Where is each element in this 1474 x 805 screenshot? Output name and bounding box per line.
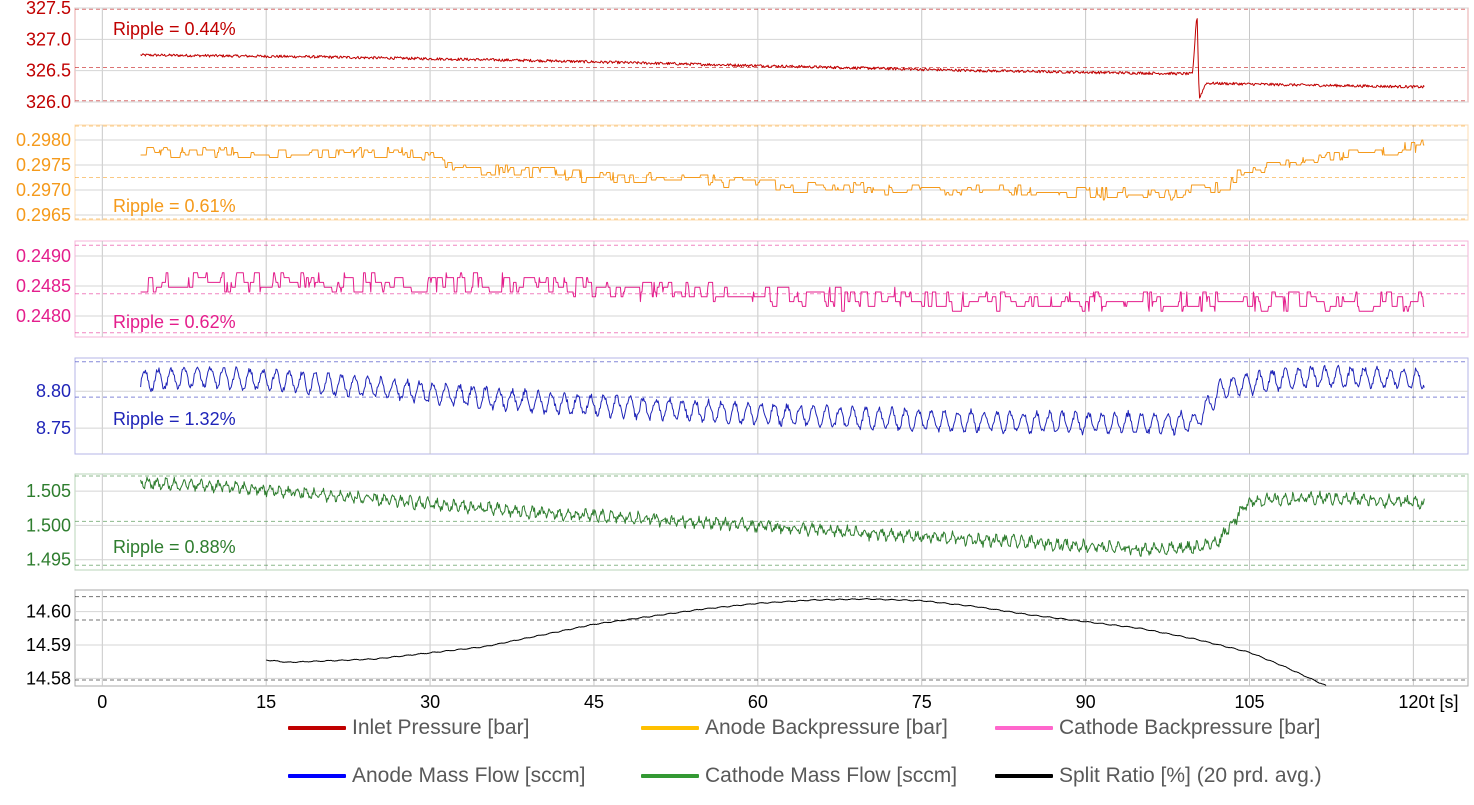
x-tick-label-1: 15	[256, 692, 276, 712]
legend-item-cathode-mass-flow: Cathode Mass Flow [sccm]	[641, 764, 957, 788]
x-tick-label-7: 105	[1234, 692, 1264, 712]
y-tick-label-inlet-0: 326.0	[26, 92, 71, 112]
y-tick-label-cathode_bp-0: 0.2480	[16, 306, 71, 326]
ripple-annotation-inlet: Ripple = 0.44%	[113, 19, 236, 39]
y-tick-label-anode_bp-1: 0.2970	[16, 180, 71, 200]
y-tick-label-anode_bp-3: 0.2980	[16, 130, 71, 150]
series-line-cathode_mf	[140, 476, 1425, 557]
series-line-anode_mf	[140, 364, 1425, 436]
x-tick-label-6: 90	[1076, 692, 1096, 712]
y-tick-label-split-1: 14.59	[26, 635, 71, 655]
legend-item-inlet-pressure: Inlet Pressure [bar]	[288, 716, 529, 740]
legend-label-split-ratio: Split Ratio [%] (20 prd. avg.)	[1059, 764, 1322, 787]
legend-item-cathode-backpressure: Cathode Backpressure [bar]	[995, 716, 1320, 740]
legend-item-anode-mass-flow: Anode Mass Flow [sccm]	[288, 764, 585, 788]
legend-swatch-split-ratio	[995, 774, 1053, 778]
y-tick-label-cathode_mf-2: 1.505	[26, 481, 71, 501]
x-axis-label: t [s]	[1429, 692, 1458, 712]
x-tick-label-8: 120	[1398, 692, 1428, 712]
x-tick-label-5: 75	[912, 692, 932, 712]
y-tick-label-inlet-1: 326.5	[26, 61, 71, 81]
panel-frame-anode_bp	[74, 124, 1469, 221]
y-tick-label-cathode_mf-1: 1.500	[26, 515, 71, 535]
y-tick-label-inlet-3: 327.5	[26, 0, 71, 18]
legend-swatch-inlet-pressure	[288, 726, 346, 730]
legend-label-inlet-pressure: Inlet Pressure [bar]	[352, 716, 530, 739]
y-tick-label-split-2: 14.60	[26, 602, 71, 622]
legend-label-cathode-mass-flow: Cathode Mass Flow [sccm]	[705, 764, 958, 787]
y-tick-label-anode_mf-1: 8.80	[36, 381, 71, 401]
legend-swatch-anode-backpressure	[641, 726, 699, 730]
panel-frame-split	[74, 589, 1469, 687]
legend-label-anode-mass-flow: Anode Mass Flow [sccm]	[352, 764, 586, 787]
x-tick-label-0: 0	[97, 692, 107, 712]
y-tick-label-anode_bp-0: 0.2965	[16, 205, 71, 225]
legend-label-anode-backpressure: Anode Backpressure [bar]	[705, 716, 948, 739]
y-tick-label-inlet-2: 327.0	[26, 29, 71, 49]
ripple-annotation-anode_mf: Ripple = 1.32%	[113, 409, 236, 429]
ripple-annotation-cathode_bp: Ripple = 0.62%	[113, 312, 236, 332]
legend-label-cathode-backpressure: Cathode Backpressure [bar]	[1059, 716, 1321, 739]
ripple-annotation-anode_bp: Ripple = 0.61%	[113, 196, 236, 216]
legend: Inlet Pressure [bar] Anode Backpressure …	[0, 700, 1474, 805]
y-tick-label-cathode_bp-1: 0.2485	[16, 276, 71, 296]
y-tick-label-cathode_bp-2: 0.2490	[16, 246, 71, 266]
legend-item-anode-backpressure: Anode Backpressure [bar]	[641, 716, 948, 740]
legend-swatch-cathode-backpressure	[995, 726, 1053, 730]
x-tick-label-2: 30	[420, 692, 440, 712]
series-line-inlet	[140, 18, 1425, 99]
panel-frame-anode_mf	[74, 357, 1469, 455]
y-tick-label-anode_bp-2: 0.2975	[16, 155, 71, 175]
y-tick-label-cathode_mf-0: 1.495	[26, 550, 71, 570]
series-line-split	[266, 598, 1327, 686]
series-line-anode_bp	[140, 139, 1425, 201]
x-tick-label-3: 45	[584, 692, 604, 712]
panel-frame-cathode_bp	[74, 240, 1469, 338]
x-tick-label-4: 60	[748, 692, 768, 712]
y-tick-label-split-0: 14.58	[26, 668, 71, 688]
legend-item-split-ratio: Split Ratio [%] (20 prd. avg.)	[995, 764, 1322, 788]
y-tick-label-anode_mf-0: 8.75	[36, 418, 71, 438]
panel-frame-cathode_mf	[74, 473, 1469, 571]
legend-swatch-cathode-mass-flow	[641, 774, 699, 778]
series-line-cathode_bp	[140, 272, 1425, 312]
ripple-annotation-cathode_mf: Ripple = 0.88%	[113, 537, 236, 557]
legend-swatch-anode-mass-flow	[288, 774, 346, 778]
